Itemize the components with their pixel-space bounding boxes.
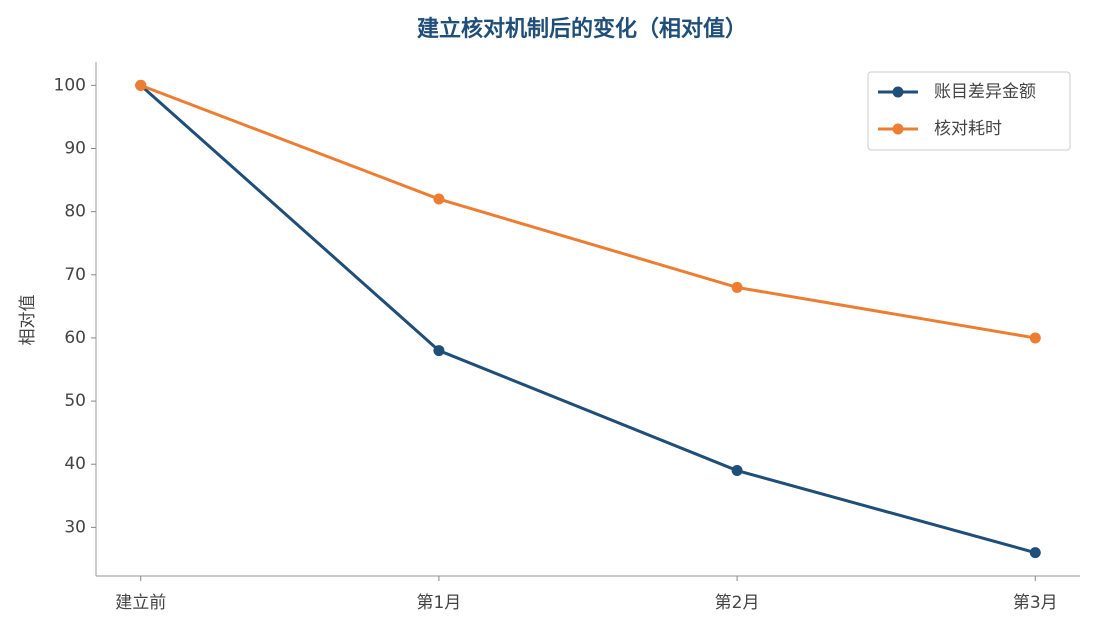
legend-marker: [892, 86, 904, 98]
y-tick-label: 80: [64, 202, 86, 222]
data-point: [433, 345, 445, 357]
data-point: [1029, 547, 1041, 559]
y-tick-label: 90: [64, 139, 86, 159]
data-point: [1029, 332, 1041, 344]
y-tick-label: 100: [54, 75, 86, 95]
data-point: [731, 281, 743, 293]
y-tick-label: 70: [64, 265, 86, 285]
y-tick-label: 50: [64, 391, 86, 411]
y-axis-label: 相对值: [18, 295, 38, 346]
x-tick-label: 第2月: [715, 593, 760, 613]
legend-marker: [892, 123, 904, 135]
x-tick-label: 第3月: [1013, 593, 1058, 613]
y-tick-label: 30: [64, 517, 86, 537]
data-point: [731, 465, 743, 477]
series-line: [140, 83, 1036, 340]
chart-title: 建立核对机制后的变化（相对值）: [417, 16, 747, 42]
x-tick-label: 建立前: [115, 593, 166, 613]
x-tick-label: 第1月: [416, 593, 461, 613]
data-point: [433, 193, 445, 205]
legend-label: 账目差异金额: [934, 82, 1036, 102]
legend-label: 核对耗时: [934, 119, 1002, 139]
y-tick-label: 60: [64, 328, 86, 348]
legend-box: [867, 71, 1071, 151]
data-point: [135, 79, 147, 91]
y-tick-label: 40: [64, 454, 86, 474]
series-line: [139, 84, 1036, 555]
